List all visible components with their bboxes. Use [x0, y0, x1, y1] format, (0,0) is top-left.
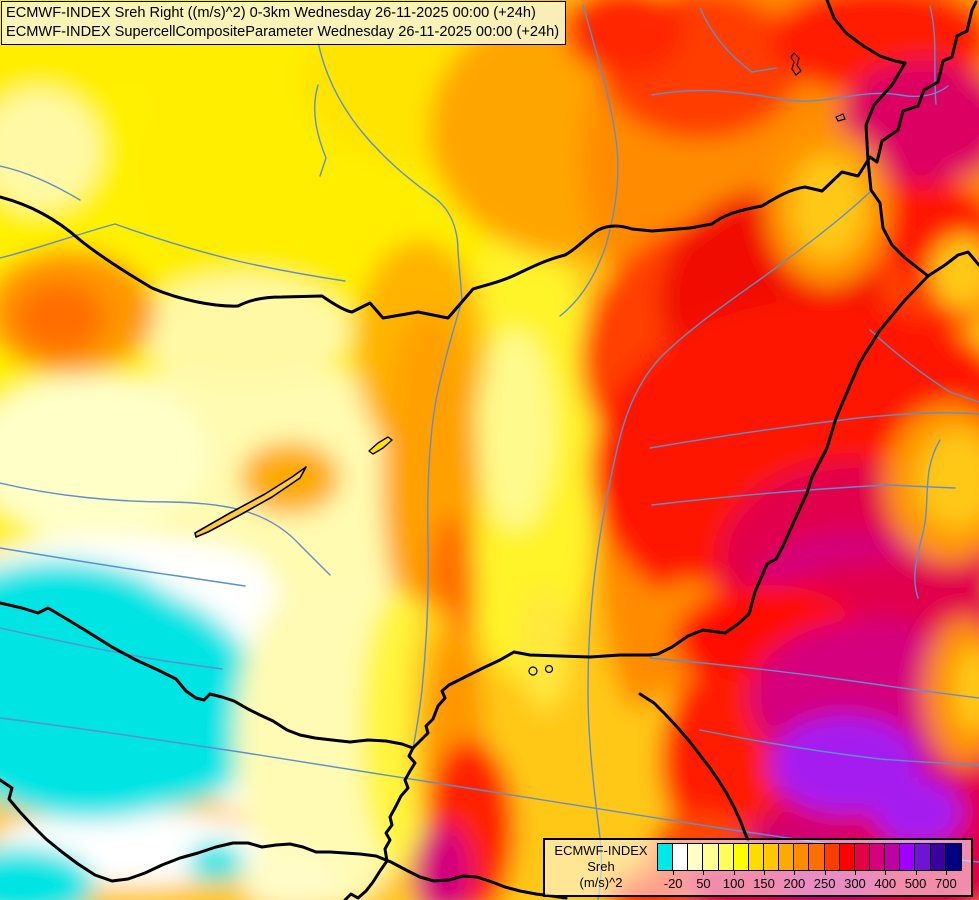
legend-tick-500: [915, 871, 917, 875]
lake-small-ne2: [835, 113, 846, 122]
legend-label-300: 300: [844, 876, 866, 891]
legend-tick-250: [824, 871, 826, 875]
legend-swatch-16: [900, 844, 916, 870]
legend-tick-300: [854, 871, 856, 875]
legend-label-50: 50: [696, 876, 711, 891]
legend-label-150: 150: [753, 876, 775, 891]
lake-balaton: [194, 466, 307, 538]
legend-title: ECMWF-INDEX: [554, 843, 648, 858]
legend-swatch-4: [718, 844, 734, 870]
river-tisza: [587, 191, 871, 900]
title-line-2: ECMWF-INDEX SupercellCompositeParameter …: [6, 23, 560, 40]
border-northeast-branch: [825, 0, 907, 65]
legend-swatch-2: [688, 844, 704, 870]
legend-swatch-12: [839, 844, 855, 870]
map-title-box: ECMWF-INDEX Sreh Right ((m/s)^2) 0-3km W…: [1, 1, 567, 46]
lake-tiny-1: [528, 666, 538, 676]
legend-parameter: Sreh: [587, 859, 615, 874]
legend-swatch-7: [763, 844, 780, 870]
border-serbia-romania: [638, 692, 750, 842]
legend-swatch-19: [945, 844, 961, 870]
legend-tick-50: [703, 871, 705, 875]
lakes: [194, 52, 846, 676]
legend-swatch-row: [657, 843, 962, 871]
lake-neusiedl: [368, 436, 393, 455]
legend-tick--20: [673, 871, 675, 875]
border-west-north: [0, 0, 978, 320]
legend-swatch-10: [809, 844, 825, 870]
legend-label-400: 400: [874, 876, 897, 891]
legend-color-scale: -20 50 100 150 200 250 300 400 500 700: [657, 843, 967, 893]
legend-swatch-1: [673, 844, 689, 870]
legend-swatch-6: [748, 844, 764, 870]
lake-small-ne: [790, 52, 802, 76]
legend-swatch-13: [854, 844, 870, 870]
map-legend: ECMWF-INDEX Sreh (m/s)^2 -20 50 100 150 200 2…: [543, 838, 973, 897]
rivers: [0, 4, 979, 900]
legend-label-500: 500: [904, 876, 927, 891]
border-east: [648, 274, 930, 657]
legend-units: (m/s)^2: [579, 875, 623, 890]
legend-swatch-5: [733, 844, 749, 870]
legend-swatch-14: [869, 844, 886, 870]
legend-tick-200: [794, 871, 796, 875]
legend-tick-150: [764, 871, 766, 875]
legend-swatch-15: [885, 844, 901, 870]
legend-swatch-8: [779, 844, 795, 870]
lake-tiny-2: [544, 664, 554, 674]
legend-swatch-17: [915, 844, 931, 870]
legend-swatch-9: [794, 844, 810, 870]
river-danube-upper: [317, 41, 463, 301]
legend-tick-400: [885, 871, 887, 875]
legend-tick-700: [945, 871, 947, 875]
legend-title-block: ECMWF-INDEX Sreh (m/s)^2: [545, 843, 657, 891]
legend-tick-100: [733, 871, 735, 875]
border-ukraine-chain: [864, 61, 979, 278]
border-south: [411, 650, 652, 750]
title-line-1: ECMWF-INDEX Sreh Right ((m/s)^2) 0-3km W…: [6, 5, 536, 21]
legend-label-200: 200: [783, 876, 806, 891]
legend-swatch-3: [703, 844, 719, 870]
river-danube: [412, 299, 463, 749]
legend-label-250: 250: [813, 876, 836, 891]
legend-label-100: 100: [722, 876, 745, 891]
legend-label-700: 700: [934, 876, 957, 891]
border-danube-meander: [343, 746, 417, 900]
legend-label--20: -20: [663, 876, 683, 891]
legend-swatch-11: [824, 844, 840, 870]
border-bosnia: [0, 778, 568, 900]
legend-swatch-18: [930, 844, 946, 870]
legend-swatch-0: [658, 844, 674, 870]
border-southwest: [0, 601, 415, 750]
